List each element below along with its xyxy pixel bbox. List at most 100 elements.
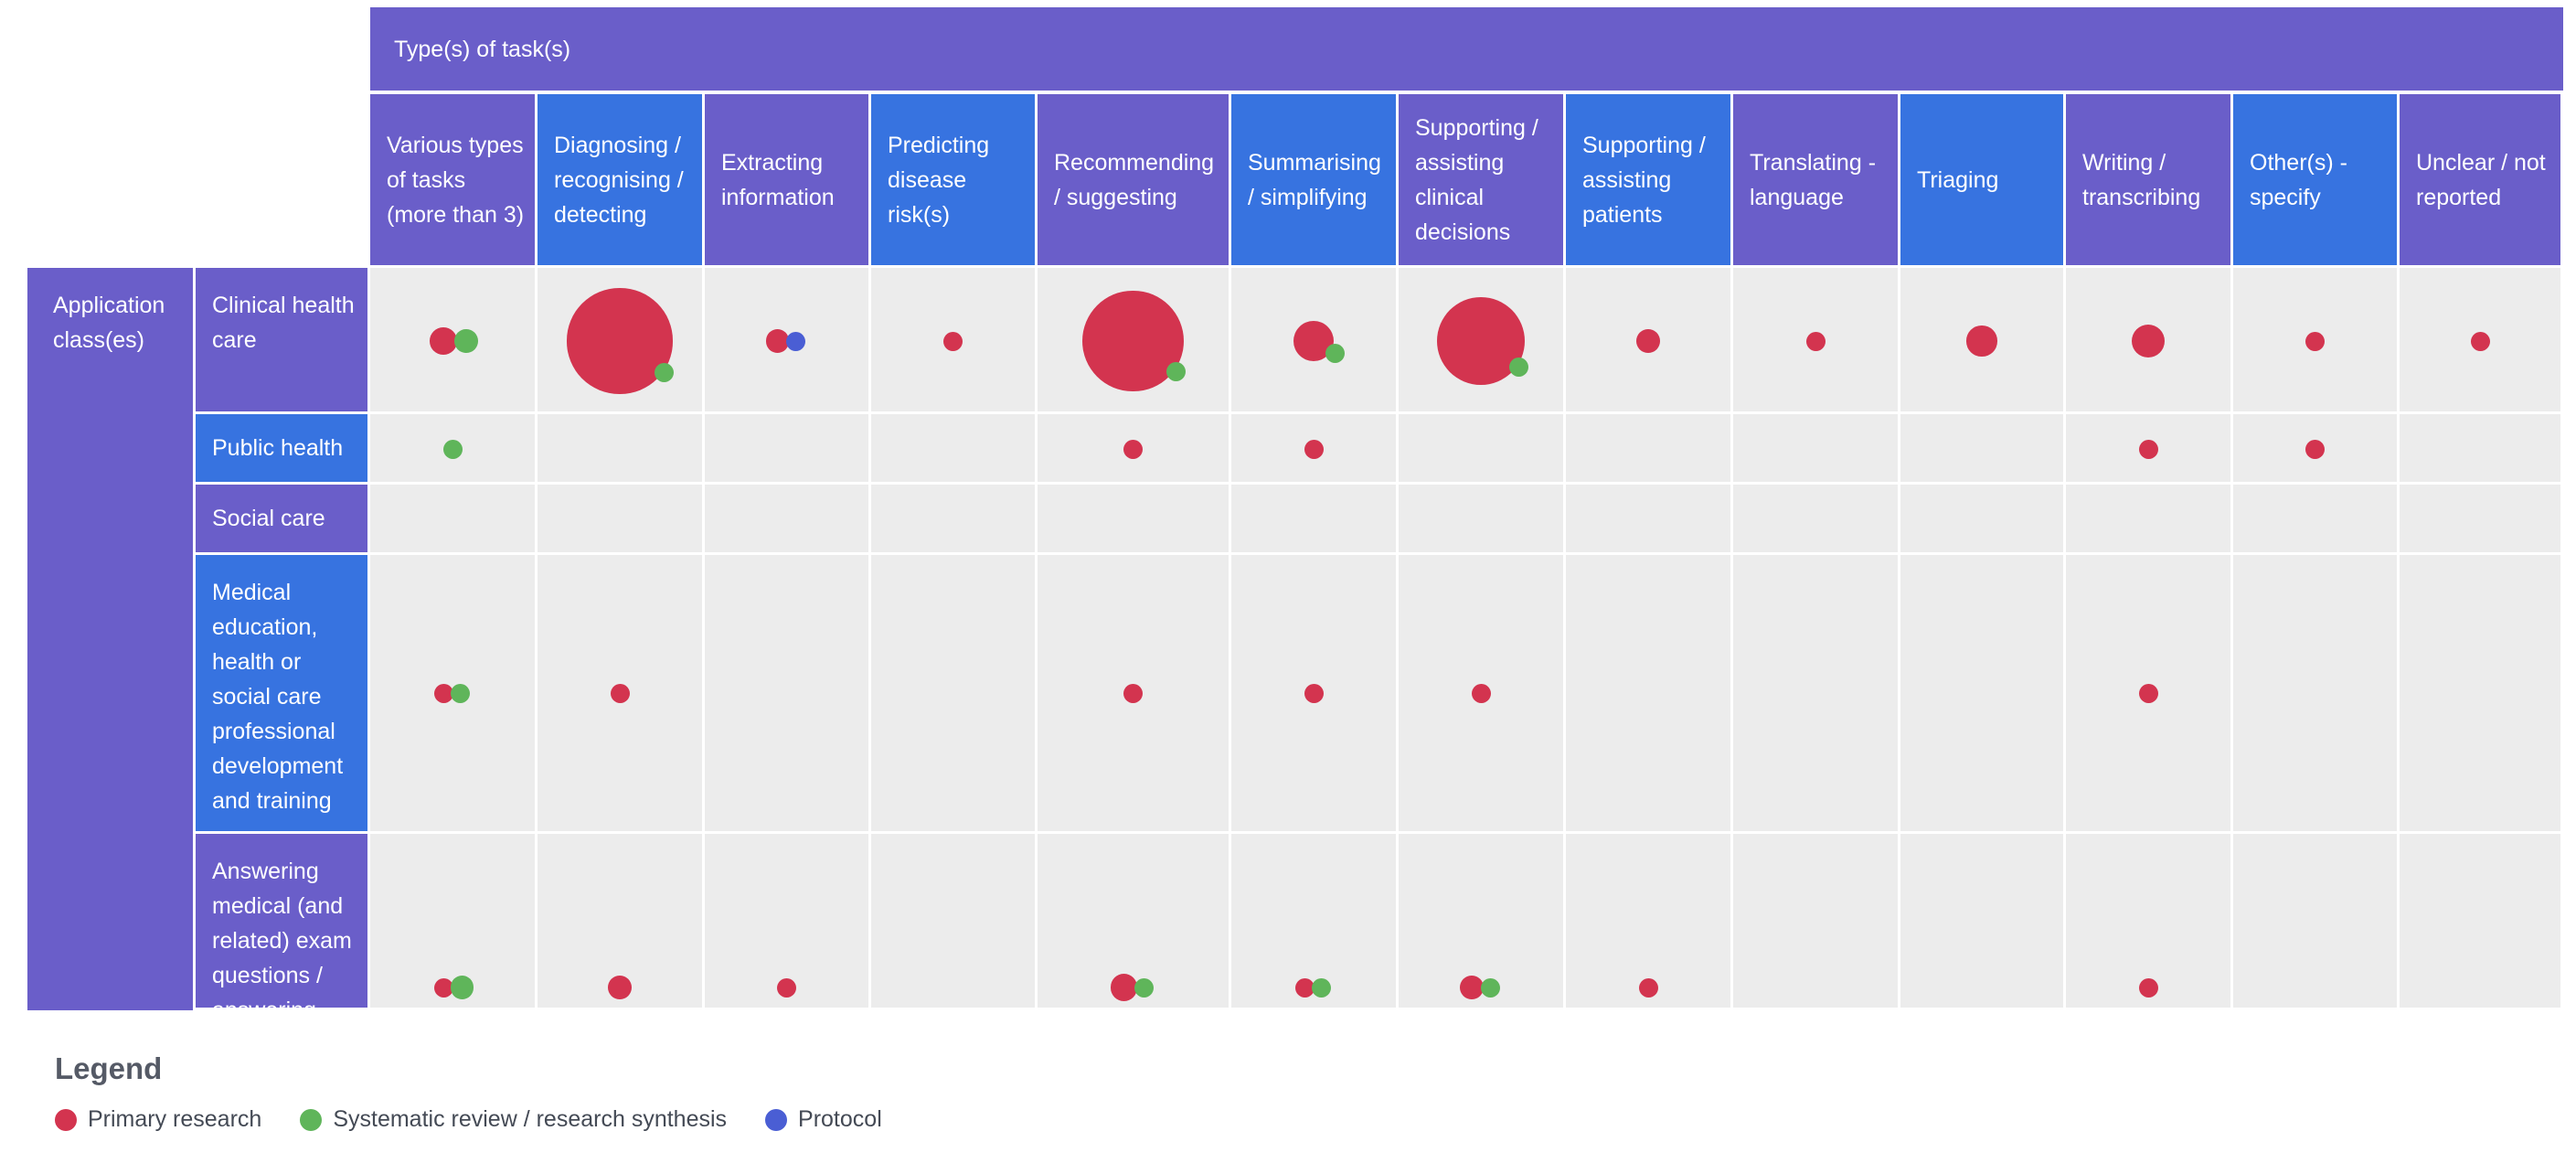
bubble-primary-research [1110,974,1138,1001]
bubble-primary-research [765,329,790,353]
bubble-primary-research [608,976,632,999]
matrix-cell [1231,834,1396,1008]
row-header-public-health[interactable]: Public health [196,414,367,482]
matrix-cell [1900,555,2063,831]
row-header-clinical-health-care[interactable]: Clinical health care [196,268,367,411]
matrix-cell [871,485,1035,552]
bubble-primary-research [1123,439,1143,459]
column-header-summarising-simplifying[interactable]: Summarising / simplifying [1231,94,1396,265]
column-header-translating-language[interactable]: Translating - language [1733,94,1898,265]
bubble-protocol [786,331,806,351]
column-header-triaging[interactable]: Triaging [1900,94,2063,265]
task-type-header: Type(s) of task(s) [370,7,2563,91]
bubble-primary-research [943,331,963,351]
bubble-primary-research [2305,439,2325,459]
matrix-cell [871,555,1035,831]
bubble-primary-research [1460,976,1484,999]
bubble-primary-research [1638,977,1658,998]
bubble-primary-research [2470,331,2490,351]
matrix-cell [705,414,868,482]
matrix-cell [2400,414,2560,482]
matrix-cell [1399,485,1563,552]
bubble-primary-research [1966,325,1997,357]
row-header-medical-education-health-or-social-care-professional-development-and-training[interactable]: Medical education, health or social care… [196,555,367,831]
bubble-primary-research [1123,683,1143,703]
legend-item-systematic[interactable]: Systematic review / research synthesis [300,1106,727,1133]
row-header-answering-medical-and-related-exam-questions-answering[interactable]: Answering medical (and related) exam que… [196,834,367,1010]
bubble-systematic-review [450,976,474,999]
legend-swatch-primary [55,1108,77,1131]
matrix-cell [370,834,535,1008]
bubble-systematic-review [450,683,470,703]
row-header-social-care[interactable]: Social care [196,485,367,552]
matrix-cell [2066,485,2230,552]
matrix-cell [1900,834,2063,1008]
matrix-cell [1038,485,1229,552]
bubble-primary-research [2138,683,2158,703]
column-header-other-s-specify[interactable]: Other(s) - specify [2233,94,2397,265]
evidence-map: Type(s) of task(s) Application class(es) V… [27,7,2563,1010]
legend-label-protocol: Protocol [798,1106,882,1132]
column-header-supporting-assisting-clinical-decisions[interactable]: Supporting / assisting clinical decision… [1399,94,1563,265]
column-header-extracting-information[interactable]: Extracting information [705,94,868,265]
matrix-cell [871,834,1035,1008]
column-header-writing-transcribing[interactable]: Writing / transcribing [2066,94,2230,265]
bubble-systematic-review [1134,977,1155,998]
matrix-cell [1566,414,1730,482]
bubble-systematic-review [1480,977,1500,998]
legend-swatch-systematic [300,1108,323,1131]
matrix-cell [705,555,868,831]
matrix-cell [1900,414,2063,482]
legend: Legend Primary research Systematic revie… [55,1051,921,1133]
matrix-cell [1733,485,1898,552]
bubble-primary-research [1636,329,1660,353]
matrix-cell [1399,414,1563,482]
matrix-cell [538,414,702,482]
bubble-systematic-review [1311,977,1331,998]
matrix-cell [2400,485,2560,552]
legend-item-primary[interactable]: Primary research [55,1106,261,1133]
matrix-cell [705,485,868,552]
bubble-systematic-review [453,329,478,353]
column-header-predicting-disease-risk-s[interactable]: Predicting disease risk(s) [871,94,1035,265]
bubble-systematic-review [1325,343,1345,363]
legend-item-protocol[interactable]: Protocol [765,1106,882,1133]
bubble-primary-research [430,327,457,355]
legend-swatch-protocol [765,1108,788,1131]
application-class-header: Application class(es) [27,268,193,1010]
legend-items: Primary research Systematic review / res… [55,1106,921,1133]
matrix-cell [1399,834,1563,1008]
bubble-primary-research [2138,977,2158,998]
matrix-cell [2400,555,2560,831]
column-header-recommending-suggesting[interactable]: Recommending / suggesting [1038,94,1229,265]
bubble-primary-research [433,683,453,703]
matrix-cell [871,414,1035,482]
bubble-primary-research [1304,439,1324,459]
matrix-cell [370,485,535,552]
bubble-primary-research [433,977,453,998]
matrix-cell [538,485,702,552]
matrix-cell [2233,485,2397,552]
matrix-cell [1733,834,1898,1008]
legend-label-primary: Primary research [88,1106,262,1132]
matrix-cell [1733,414,1898,482]
bubble-primary-research [777,977,796,998]
column-header-various-types-of-tasks-more-than-3[interactable]: Various types of tasks (more than 3) [370,94,535,265]
column-header-supporting-assisting-patients[interactable]: Supporting / assisting patients [1566,94,1730,265]
column-header-diagnosing-recognising-detecting[interactable]: Diagnosing / recognising / detecting [538,94,702,265]
bubble-primary-research [2305,331,2325,351]
matrix-cell [1566,555,1730,831]
column-header-unclear-not-reported[interactable]: Unclear / not reported [2400,94,2560,265]
matrix-cell [1566,485,1730,552]
bubble-systematic-review [1166,361,1186,381]
matrix-cell [1900,485,2063,552]
bubble-systematic-review [1509,357,1529,378]
matrix-cell [1231,485,1396,552]
bubble-primary-research [1805,331,1826,351]
matrix-cell [2233,555,2397,831]
bubble-systematic-review [442,439,463,459]
bubble-systematic-review [655,363,675,382]
matrix-cell [1733,555,1898,831]
bubble-primary-research [1304,683,1324,703]
matrix-cell [2400,834,2560,1008]
